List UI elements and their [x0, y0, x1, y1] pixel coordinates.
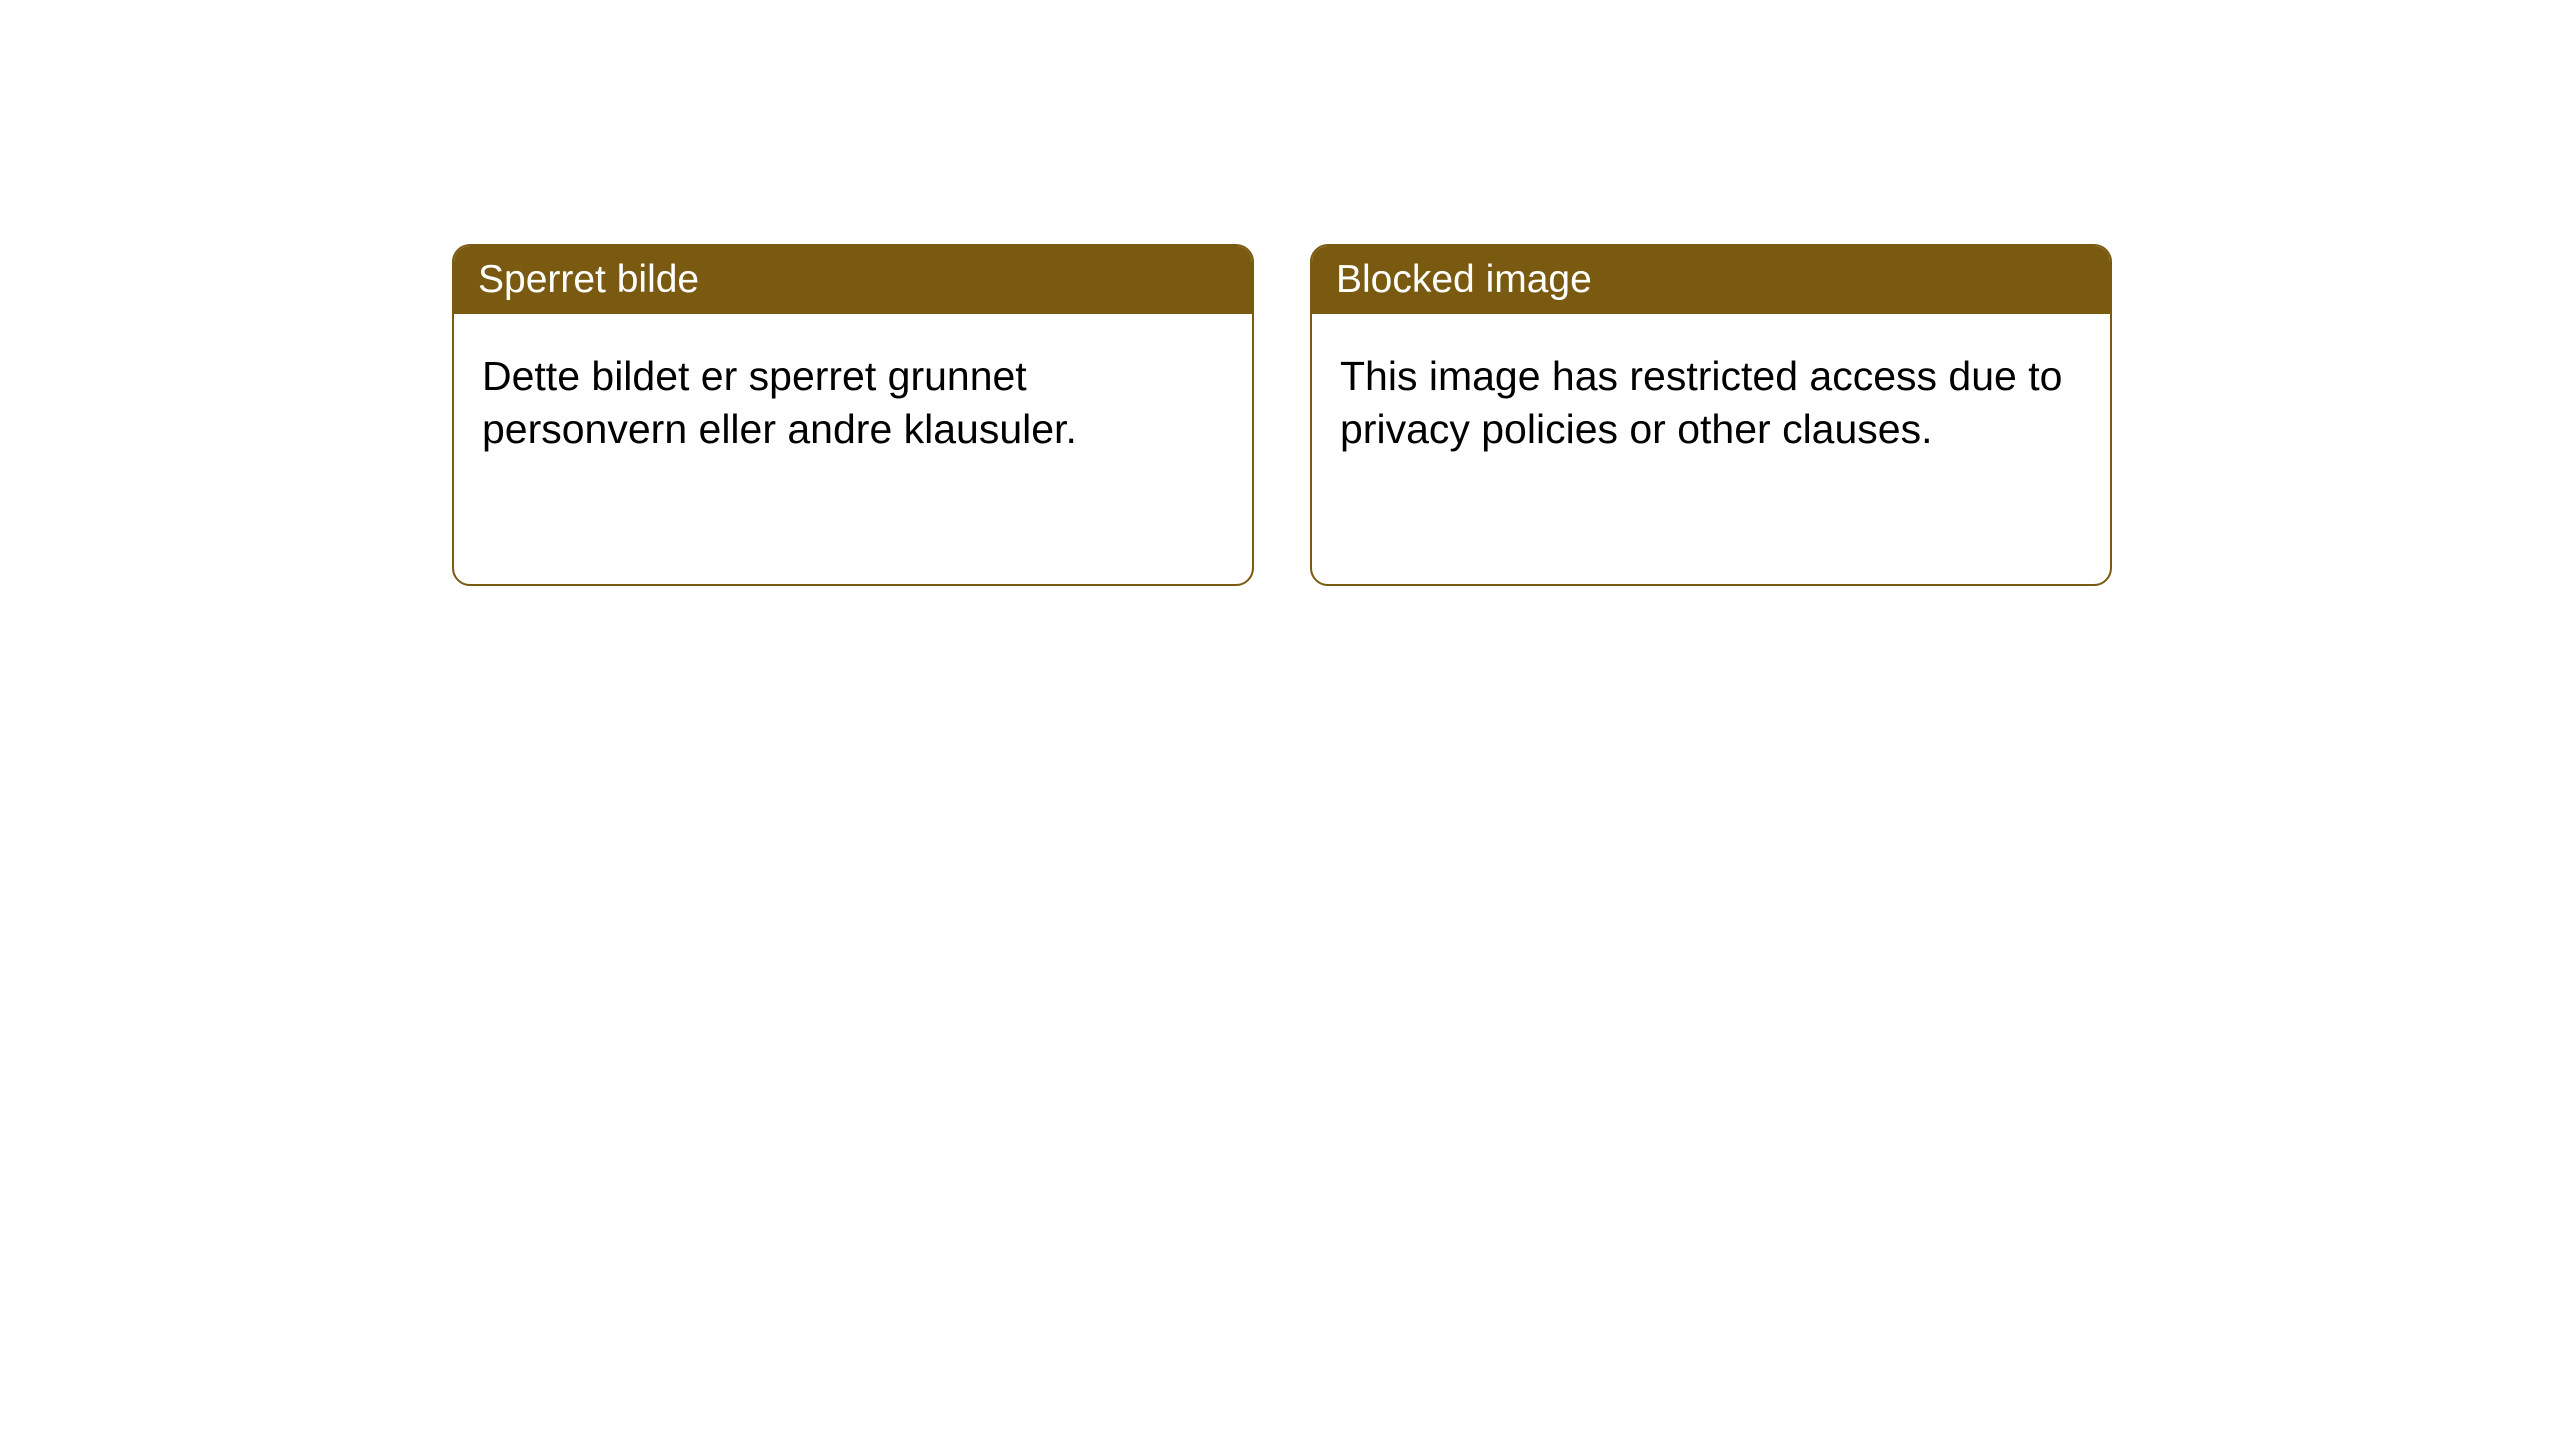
- card-title: Blocked image: [1336, 258, 1592, 301]
- card-header-norwegian: Sperret bilde: [454, 246, 1252, 314]
- card-body-english: This image has restricted access due to …: [1312, 314, 2110, 584]
- notice-card-english: Blocked image This image has restricted …: [1310, 244, 2112, 586]
- card-body-text: This image has restricted access due to …: [1340, 353, 2062, 452]
- card-body-norwegian: Dette bildet er sperret grunnet personve…: [454, 314, 1252, 584]
- notice-cards-row: Sperret bilde Dette bildet er sperret gr…: [0, 0, 2560, 586]
- card-title: Sperret bilde: [478, 258, 699, 301]
- card-header-english: Blocked image: [1312, 246, 2110, 314]
- notice-card-norwegian: Sperret bilde Dette bildet er sperret gr…: [452, 244, 1254, 586]
- card-body-text: Dette bildet er sperret grunnet personve…: [482, 353, 1077, 452]
